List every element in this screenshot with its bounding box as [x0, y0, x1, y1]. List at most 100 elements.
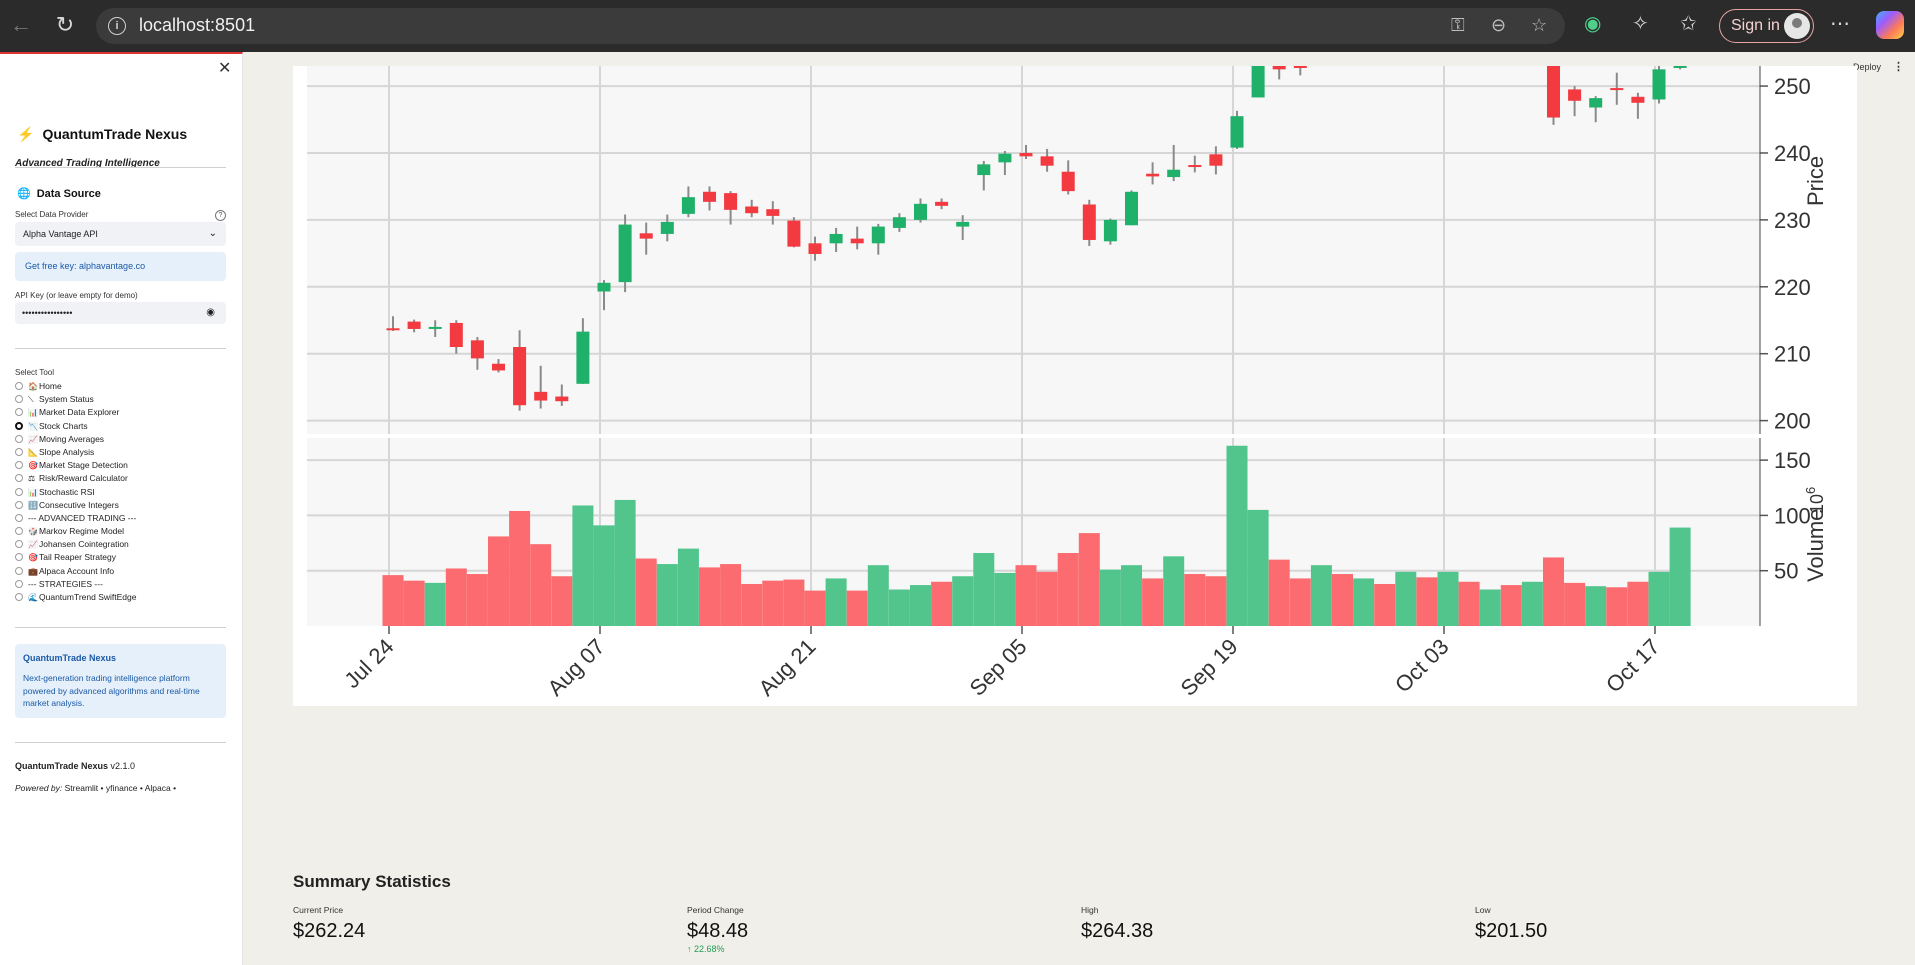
- volume-bar: [1627, 581, 1649, 626]
- divider: [15, 348, 226, 349]
- candle-body: [935, 201, 949, 206]
- tool-icon: ⚖: [28, 474, 36, 484]
- radio-button[interactable]: [15, 553, 23, 562]
- data-source-title: Data Source: [36, 188, 101, 200]
- volume-bar: [1669, 527, 1691, 626]
- radio-button[interactable]: [15, 421, 23, 430]
- tool-icon: 🏠: [28, 382, 38, 391]
- radio-button[interactable]: [15, 513, 23, 522]
- tool-icon: 🎯: [28, 461, 38, 471]
- data-source-heading: 🌐 Data Source: [17, 187, 101, 200]
- zoom-out-icon[interactable]: ⊖: [1491, 15, 1507, 35]
- api-key-input[interactable]: •••••••••••••••• ◉: [15, 302, 226, 324]
- tool-label: Consecutive Integers: [39, 499, 119, 510]
- candle-body: [639, 233, 653, 239]
- candle-body: [1040, 156, 1054, 166]
- tool-label: Tail Reaper Strategy: [39, 552, 117, 563]
- candle-body: [892, 217, 906, 228]
- volume-bar: [1163, 556, 1185, 626]
- favorites-icon[interactable]: ✩: [1680, 13, 1697, 35]
- candle-body: [513, 347, 527, 406]
- date-tick-label: Aug 21: [754, 634, 821, 701]
- tool-icon: 🔢: [28, 500, 38, 510]
- back-icon[interactable]: ←: [10, 12, 32, 37]
- stat-label: Current Price: [293, 905, 344, 915]
- radio-button[interactable]: [15, 474, 23, 483]
- volume-bar: [1416, 577, 1438, 626]
- more-options-icon[interactable]: ⋯: [1830, 13, 1850, 35]
- version-info: QuantumTrade Nexus v2.1.0: [15, 761, 135, 771]
- favorite-star-icon[interactable]: ☆: [1531, 15, 1548, 35]
- close-icon[interactable]: ✕: [218, 60, 232, 77]
- volume-bar: [804, 590, 826, 626]
- volume-bar: [973, 553, 995, 626]
- radio-button[interactable]: [15, 395, 23, 404]
- version-name: QuantumTrade Nexus: [15, 761, 109, 771]
- radio-button[interactable]: [15, 487, 23, 496]
- radio-button[interactable]: [15, 593, 23, 601]
- url-text[interactable]: localhost:8501: [139, 15, 256, 35]
- candle-body: [956, 221, 970, 227]
- extension-icon[interactable]: ◉: [1584, 13, 1602, 35]
- tool-icon: 📐: [28, 447, 38, 457]
- api-key-label: API Key (or leave empty for demo): [15, 291, 138, 300]
- radio-button[interactable]: [15, 382, 23, 390]
- radio-button[interactable]: [15, 566, 23, 575]
- help-icon[interactable]: ?: [215, 210, 226, 221]
- volume-bar: [656, 564, 678, 626]
- volume-bar: [888, 589, 910, 626]
- provider-select[interactable]: Alpha Vantage API ⌄: [15, 222, 226, 246]
- radio-button[interactable]: [15, 447, 23, 456]
- volume-bar: [1226, 445, 1248, 626]
- volume-bar: [488, 536, 509, 626]
- copilot-icon[interactable]: [1876, 11, 1904, 39]
- stat-label: High: [1081, 905, 1099, 915]
- sidebar: ✕ ⚡ QuantumTrade Nexus Advanced Trading I…: [0, 52, 243, 965]
- volume-bar: [1606, 587, 1628, 626]
- volume-bar: [783, 579, 805, 626]
- radio-button[interactable]: [15, 540, 23, 549]
- divider: [15, 627, 226, 628]
- volume-bar: [1543, 557, 1564, 626]
- volume-bar: [846, 590, 868, 626]
- candle-body: [871, 226, 885, 244]
- candle-body: [597, 282, 611, 292]
- reload-icon[interactable]: ↻: [55, 12, 75, 37]
- tool-label: Stochastic RSI: [39, 486, 95, 497]
- radio-button[interactable]: [15, 500, 23, 509]
- extensions-puzzle-icon[interactable]: ✧: [1632, 13, 1649, 35]
- candle-body: [724, 193, 738, 210]
- candle-body: [703, 191, 716, 202]
- candle-body: [1146, 173, 1160, 177]
- radio-button[interactable]: [15, 434, 23, 443]
- version-number: v2.1.0: [110, 761, 136, 771]
- site-info-icon[interactable]: i: [108, 17, 126, 35]
- radio-button[interactable]: [15, 408, 23, 417]
- radio-button[interactable]: [15, 579, 23, 588]
- tool-icon: ⟍: [28, 395, 34, 405]
- address-bar[interactable]: i localhost:8501 ⚿ ⊖ ☆: [96, 8, 1565, 44]
- main-menu-icon[interactable]: ⋮: [1893, 61, 1904, 73]
- price-tick-label: 220: [1774, 275, 1811, 300]
- radio-button[interactable]: [15, 461, 23, 470]
- stat-current-price: Current Price $262.24: [293, 905, 365, 943]
- date-tick-label: Sep 19: [1176, 634, 1243, 701]
- tool-label: Johansen Cointegration: [39, 539, 129, 550]
- deploy-button[interactable]: Deploy: [1853, 62, 1882, 72]
- stat-value: $262.24: [293, 920, 366, 942]
- stat-label: Period Change: [687, 905, 744, 915]
- volume-bar: [424, 582, 446, 626]
- tool-label: --- STRATEGIES ---: [28, 578, 103, 589]
- show-password-icon[interactable]: ◉: [206, 307, 215, 318]
- volume-axis-label: Volume: [1803, 509, 1828, 582]
- sign-in-label: Sign in: [1731, 17, 1780, 34]
- tool-label: Risk/Reward Calculator: [39, 473, 128, 484]
- chart-svg: 200 210 220 230 240 250 50 100 150 Jul 24 Aug 07 Au…: [307, 66, 1828, 701]
- volume-bar: [1648, 571, 1670, 626]
- sign-in-button[interactable]: Sign in: [1719, 9, 1814, 43]
- price-panel: [307, 66, 1760, 434]
- key-icon[interactable]: ⚿: [1451, 15, 1465, 35]
- radio-button[interactable]: [15, 527, 23, 536]
- provider-label: Select Data Provider: [15, 210, 89, 219]
- candle-body: [998, 153, 1012, 163]
